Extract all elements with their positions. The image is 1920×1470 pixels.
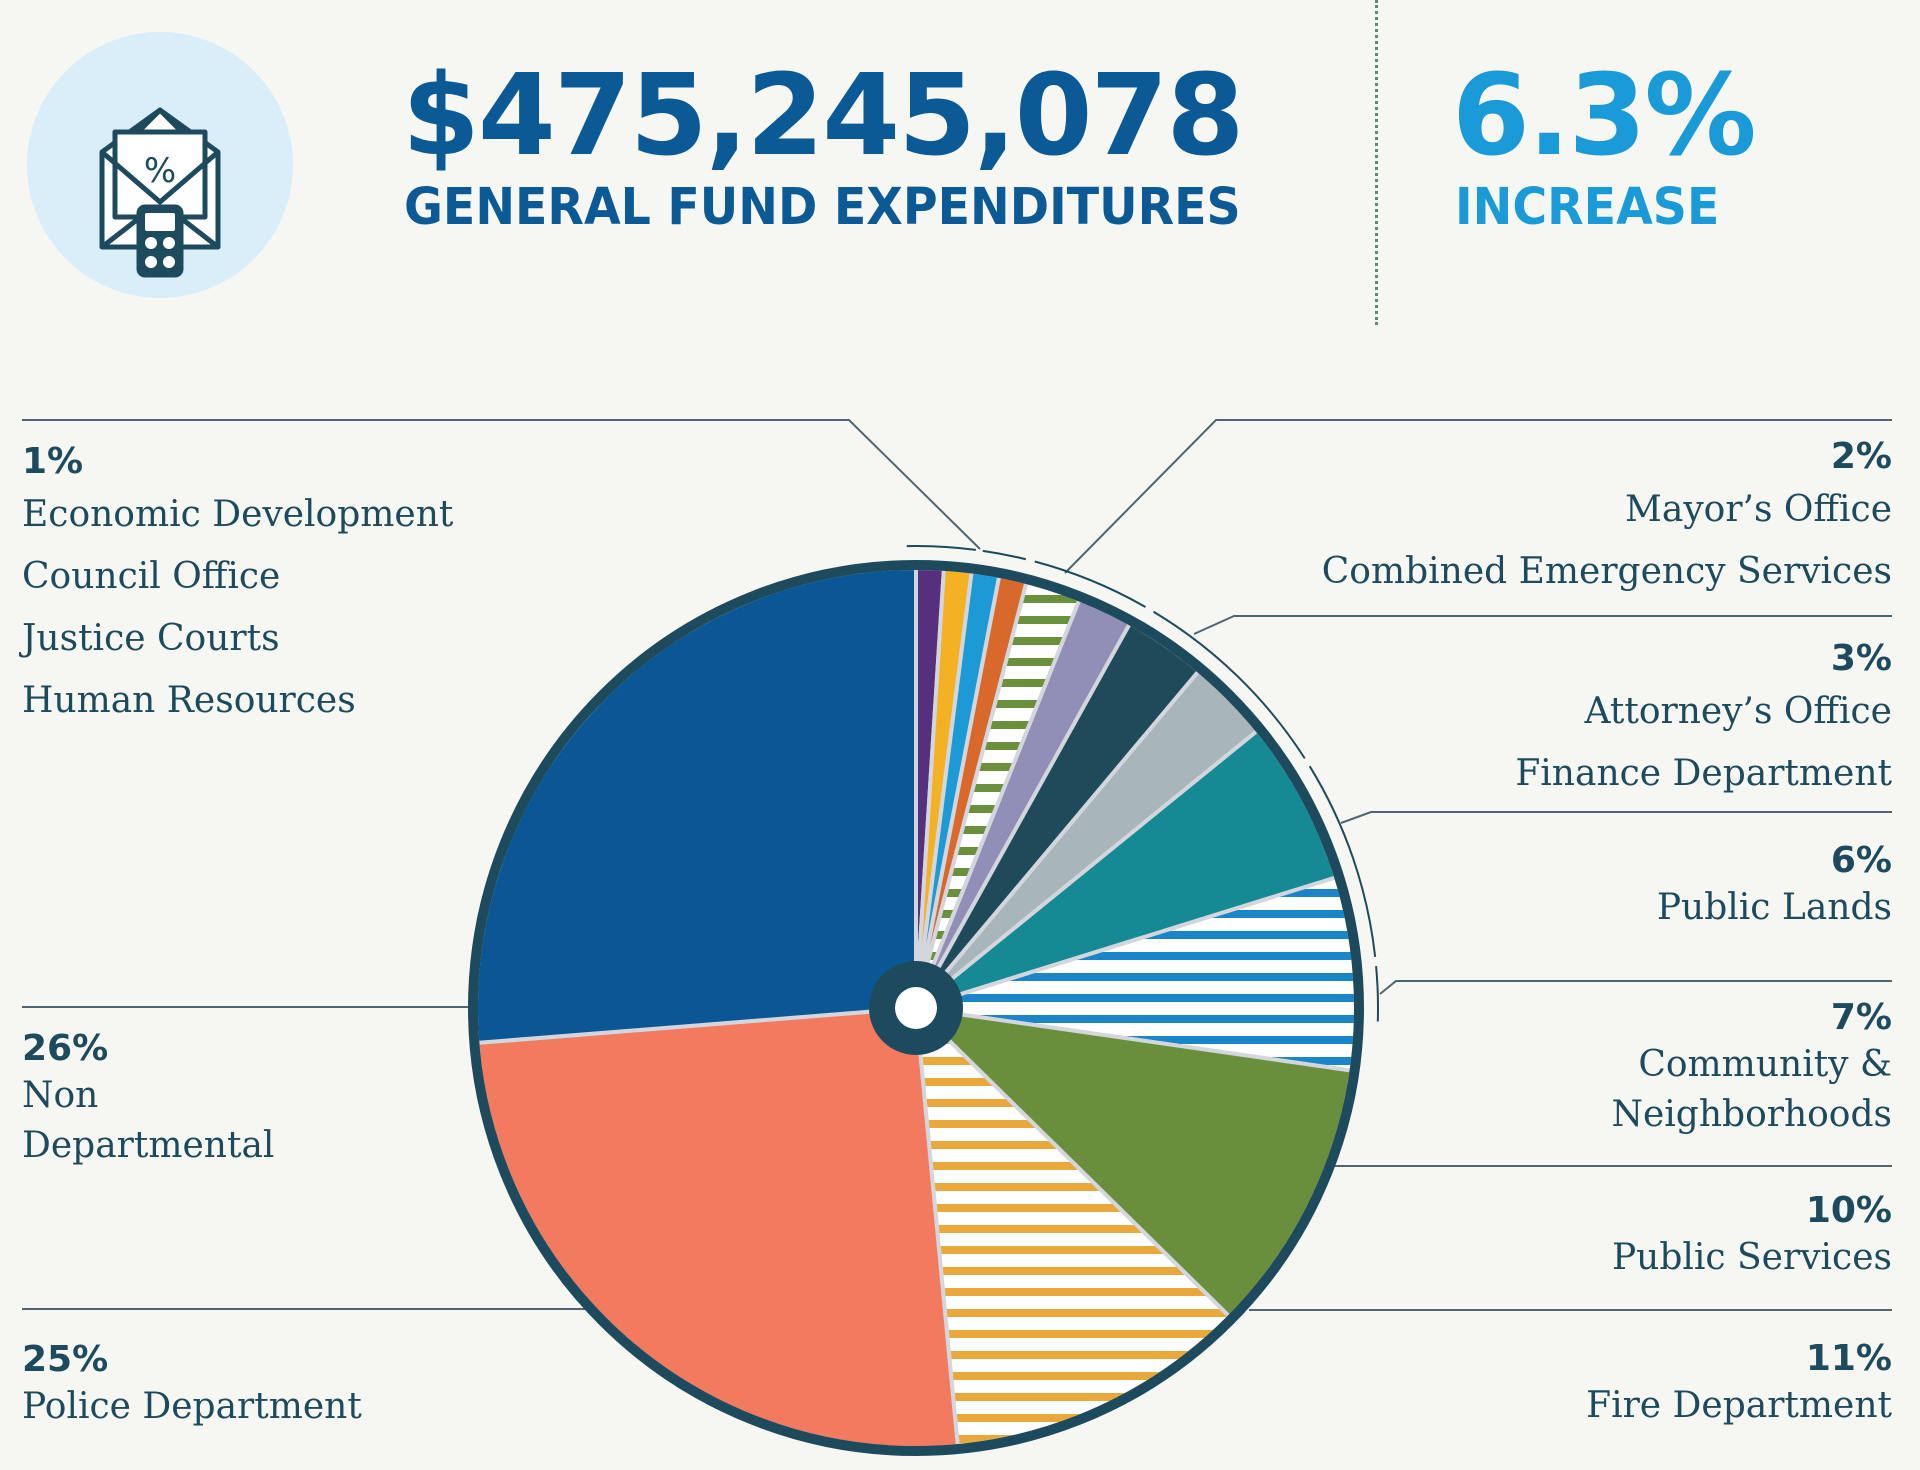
leader-line [1340,811,1892,824]
legend-group-11pct: 11% Fire Department [1586,1337,1892,1431]
total-expenditures-value: $475,245,078 [402,51,1244,181]
legend-label: Combined Emergency Services [1321,551,1892,592]
increase-value: 6.3% [1452,51,1757,181]
pie-slice-police-department [475,1005,961,1450]
legend-percent: 2% [1830,436,1892,477]
legend-percent: 6% [1830,840,1892,881]
envelope-percent-calculator-icon: % [99,107,221,278]
total-expenditures-label: GENERAL FUND EXPENDITURES [404,178,1241,237]
group-arc [906,545,977,551]
legend-label: Justice Courts [22,618,280,659]
legend-percent: 1% [22,441,84,482]
leader-line [1379,980,1892,995]
group-arc [982,549,1027,561]
legend-percent: 10% [1805,1190,1892,1231]
legend-group-1pct: 1% Economic Development Council Office J… [22,440,453,732]
legend-percent: 7% [1830,997,1892,1038]
legend-group-7pct: 7% Community & Neighborhoods [1611,996,1892,1140]
group-arcs [906,545,1379,1022]
legend-label: Community & [1638,1044,1892,1085]
legend-label: Neighborhoods [1611,1094,1892,1135]
leader-line [1193,615,1892,635]
leader-lines [22,419,1892,1311]
group-arc [1308,765,1377,958]
legend-group-2pct: 2% Mayor’s Office Combined Emergency Ser… [1322,435,1892,603]
increase-label: INCREASE [1455,178,1720,237]
legend-label: Council Office [22,556,281,597]
legend-group-25pct: 25% Police Department [22,1338,362,1432]
legend-percent: 26% [22,1028,109,1069]
group-arc [1034,560,1147,608]
legend-percent: 25% [22,1339,109,1380]
legend-label: Public Services [1611,1237,1892,1278]
legend-group-6pct: 6% Public Lands [1657,839,1892,933]
icon-badge: % [27,32,293,298]
legend-label: Police Department [22,1386,362,1427]
legend-group-3pct: 3% Attorney’s Office Finance Department [1515,637,1892,805]
legend-label: Finance Department [1515,753,1892,794]
legend-label: Public Lands [1656,887,1892,928]
pie-border [468,560,1364,1456]
dotted-divider [1375,0,1378,325]
legend-label: Attorney’s Office [1584,691,1892,732]
group-arc [1153,610,1306,759]
legend-percent: 11% [1805,1338,1892,1379]
pie-slice-non-departmental [474,565,918,1046]
legend-label: Fire Department [1586,1385,1892,1426]
svg-text:%: % [144,151,176,191]
legend-group-26pct: 26% Non Departmental [22,1027,274,1171]
legend-label: Human Resources [22,680,356,721]
legend-label: Mayor’s Office [1625,489,1892,530]
leader-line [22,419,981,550]
legend-label: Non [22,1075,99,1116]
legend-percent: 3% [1830,638,1892,679]
legend-label: Departmental [22,1125,275,1166]
group-arc [1375,966,1379,1022]
leader-line [1064,419,1892,574]
legend-group-10pct: 10% Public Services [1612,1189,1892,1283]
legend-label: Economic Development [22,494,454,535]
pie-center-hole [895,987,937,1029]
